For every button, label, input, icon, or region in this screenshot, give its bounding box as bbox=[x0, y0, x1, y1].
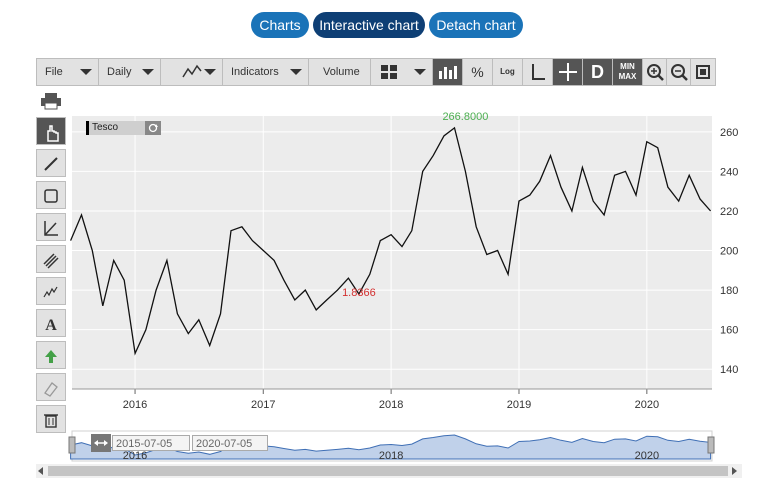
volume-button[interactable]: Volume bbox=[309, 59, 371, 85]
legend-symbol: Tesco bbox=[92, 122, 119, 133]
chart-toolbar: File Daily Indicators Volume % Log D MIN… bbox=[36, 58, 716, 86]
delete-drawings-button[interactable] bbox=[36, 405, 66, 433]
zoom-in-button[interactable] bbox=[643, 59, 667, 85]
channel-tool-button[interactable] bbox=[36, 245, 66, 273]
fan-tool-button[interactable] bbox=[36, 213, 66, 241]
chevron-down-icon bbox=[204, 69, 216, 75]
pointer-tool-button[interactable] bbox=[36, 117, 66, 145]
x-tick-label: 2017 bbox=[251, 399, 275, 411]
chart-annotation: 1.8366 bbox=[342, 287, 376, 299]
max-label: MAX bbox=[618, 72, 637, 81]
zoom-out-icon bbox=[667, 59, 690, 85]
horizontal-scrollbar[interactable] bbox=[36, 464, 742, 478]
axis-icon bbox=[523, 59, 552, 85]
scroll-left-icon[interactable] bbox=[38, 467, 43, 475]
x-tick-label: 2016 bbox=[123, 399, 147, 411]
scroll-right-icon[interactable] bbox=[732, 467, 737, 475]
rectangle-icon bbox=[44, 189, 58, 203]
start-date-field[interactable]: 2015-07-05 bbox=[112, 435, 190, 451]
x-tick-label: 2019 bbox=[507, 399, 531, 411]
line-draw-icon bbox=[44, 157, 58, 171]
percent-button[interactable]: % bbox=[463, 59, 493, 85]
fullscreen-button[interactable] bbox=[691, 59, 715, 85]
chevron-down-icon bbox=[414, 69, 426, 75]
navigator-handle-right[interactable] bbox=[707, 436, 715, 454]
y-tick-label: 200 bbox=[720, 246, 738, 258]
percent-label: % bbox=[471, 64, 484, 80]
min-label: MIN bbox=[620, 62, 635, 71]
y-tick-label: 180 bbox=[720, 285, 738, 297]
tab-interactive-chart[interactable]: Interactive chart bbox=[313, 12, 425, 38]
chevron-down-icon bbox=[290, 69, 302, 75]
y-tick-label: 260 bbox=[720, 127, 738, 139]
interval-dropdown[interactable]: Daily bbox=[99, 59, 161, 85]
end-date-field[interactable]: 2020-07-05 bbox=[192, 435, 268, 451]
parallel-lines-icon bbox=[43, 253, 59, 269]
double-arrow-icon bbox=[94, 440, 108, 446]
refresh-icon[interactable] bbox=[145, 121, 161, 135]
tab-detach-chart[interactable]: Detach chart bbox=[429, 12, 523, 38]
navigator-range-button[interactable] bbox=[91, 434, 111, 452]
rectangle-tool-button[interactable] bbox=[36, 181, 66, 209]
navigator-year-label: 2020 bbox=[635, 450, 659, 462]
navigator-year-label: 2018 bbox=[379, 450, 403, 462]
y-tick-label: 140 bbox=[720, 364, 738, 376]
svg-text:A: A bbox=[45, 317, 57, 333]
file-label: File bbox=[45, 66, 63, 78]
indicators-dropdown[interactable]: Indicators bbox=[223, 59, 309, 85]
indicators-label: Indicators bbox=[231, 66, 279, 78]
arrow-up-icon bbox=[45, 350, 57, 363]
x-tick-label: 2020 bbox=[635, 399, 659, 411]
text-tool-button[interactable]: A bbox=[36, 309, 66, 337]
wave-tool-button[interactable] bbox=[36, 277, 66, 305]
text-a-icon: A bbox=[45, 317, 57, 333]
x-tick-label: 2018 bbox=[379, 399, 403, 411]
print-button[interactable] bbox=[36, 86, 66, 114]
axis-button[interactable] bbox=[523, 59, 553, 85]
fan-lines-icon bbox=[44, 221, 58, 236]
line-tool-button[interactable] bbox=[36, 149, 66, 177]
log-label: Log bbox=[500, 67, 515, 76]
min-max-button[interactable]: MIN MAX bbox=[613, 59, 643, 85]
tab-charts[interactable]: Charts bbox=[251, 12, 309, 38]
chevron-down-icon bbox=[142, 69, 154, 75]
navigator-handle-left[interactable] bbox=[68, 436, 76, 454]
trash-icon bbox=[44, 414, 58, 428]
zoom-in-icon bbox=[643, 59, 666, 85]
dividends-button[interactable]: D bbox=[583, 59, 613, 85]
printer-icon bbox=[41, 93, 61, 110]
scrollbar-thumb[interactable] bbox=[48, 466, 728, 476]
plot-area bbox=[72, 116, 712, 389]
file-dropdown[interactable]: File bbox=[37, 59, 99, 85]
chart-type-dropdown[interactable] bbox=[161, 59, 223, 85]
grid-layout-icon bbox=[371, 59, 407, 85]
price-series-line bbox=[70, 126, 712, 356]
volume-label: Volume bbox=[323, 66, 360, 78]
hand-pointer-icon bbox=[47, 125, 59, 142]
chart-annotation: 266.8000 bbox=[442, 111, 488, 123]
d-label: D bbox=[591, 62, 604, 82]
crosshair-icon bbox=[553, 59, 582, 85]
compare-button[interactable] bbox=[433, 59, 463, 85]
zoom-out-button[interactable] bbox=[667, 59, 691, 85]
eraser-icon bbox=[44, 382, 58, 397]
layout-dropdown[interactable] bbox=[371, 59, 433, 85]
interval-label: Daily bbox=[107, 66, 132, 78]
volume-chart-icon bbox=[433, 59, 462, 85]
log-scale-button[interactable]: Log bbox=[493, 59, 523, 85]
y-tick-label: 220 bbox=[720, 206, 738, 218]
chart-tabs: Charts Interactive chart Detach chart bbox=[0, 12, 768, 40]
line-chart-icon bbox=[161, 59, 222, 85]
legend-tesco[interactable]: Tesco bbox=[86, 121, 161, 135]
chevron-down-icon bbox=[80, 69, 92, 75]
fullscreen-icon bbox=[691, 59, 715, 85]
y-tick-label: 160 bbox=[720, 325, 738, 337]
y-tick-label: 240 bbox=[720, 166, 738, 178]
crosshair-button[interactable] bbox=[553, 59, 583, 85]
wave-icon bbox=[43, 286, 58, 298]
arrow-tool-button[interactable] bbox=[36, 341, 66, 369]
eraser-tool-button[interactable] bbox=[36, 373, 66, 401]
